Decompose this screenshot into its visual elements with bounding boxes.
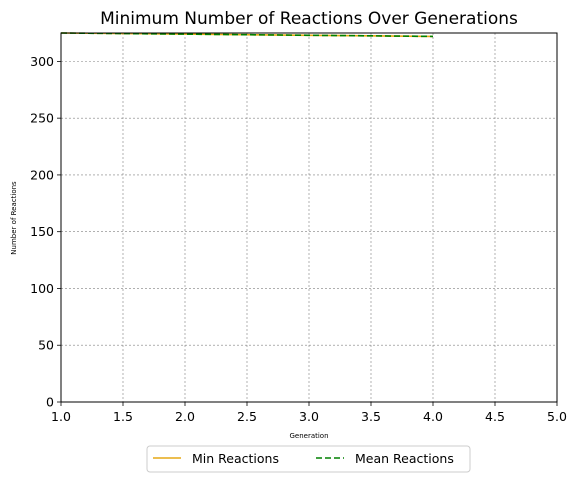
x-axis-label: Generation <box>289 432 328 440</box>
series-lines <box>60 32 434 38</box>
x-tick-label: 2.0 <box>175 409 195 424</box>
y-axis-ticks: 0 50 100 150 200 250 300 <box>30 54 61 410</box>
y-tick-label: 0 <box>46 395 54 410</box>
y-tick-label: 250 <box>30 111 54 126</box>
legend-box <box>146 445 471 473</box>
y-tick-label: 150 <box>30 224 54 239</box>
x-tick-label: 1.0 <box>51 409 71 424</box>
x-axis-ticks: 1.0 1.5 2.0 2.5 3.0 3.5 4.0 4.5 5.0 <box>51 402 567 424</box>
legend-min-label: Min Reactions <box>192 451 279 466</box>
y-tick-label: 300 <box>30 54 54 69</box>
x-tick-label: 2.5 <box>237 409 257 424</box>
y-tick-label: 200 <box>30 167 54 182</box>
y-axis-label: Number of Reactions <box>10 181 18 255</box>
legend-mean-label: Mean Reactions <box>355 451 454 466</box>
x-tick-label: 1.5 <box>113 409 133 424</box>
y-tick-label: 50 <box>38 338 54 353</box>
grid <box>60 33 558 403</box>
legend: Min Reactions Mean Reactions <box>146 445 471 473</box>
y-tick-label: 100 <box>30 281 54 296</box>
x-tick-label: 5.0 <box>547 409 567 424</box>
x-tick-label: 3.5 <box>361 409 381 424</box>
x-tick-label: 4.0 <box>423 409 443 424</box>
x-tick-label: 3.0 <box>299 409 319 424</box>
x-tick-label: 4.5 <box>485 409 505 424</box>
series-line-1 <box>60 32 434 38</box>
chart-title: Minimum Number of Reactions Over Generat… <box>100 9 518 29</box>
